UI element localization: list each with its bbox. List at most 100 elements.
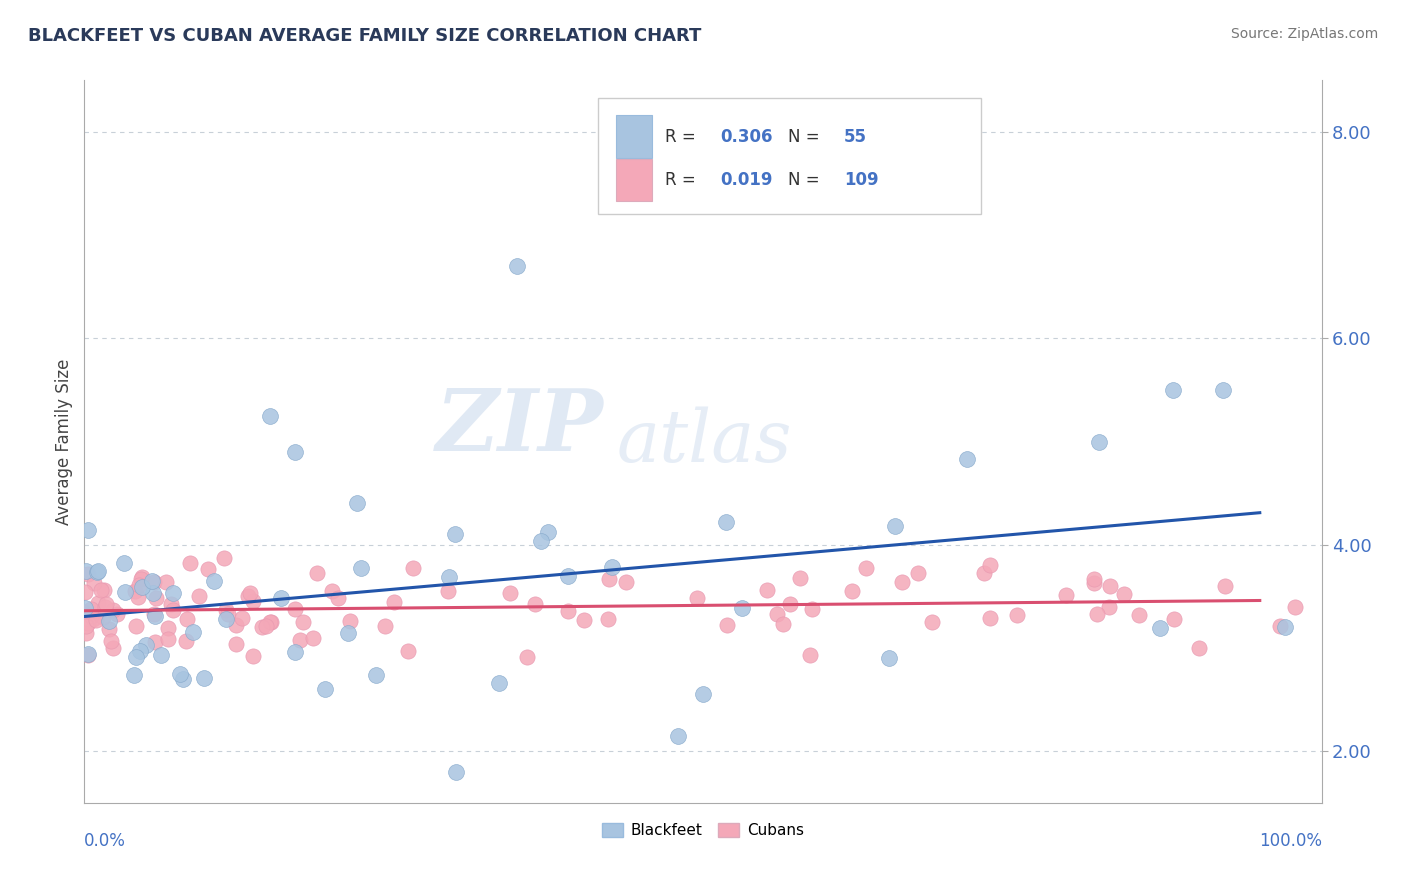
- Point: [557, 569, 579, 583]
- Text: R =: R =: [665, 171, 700, 189]
- Point: [131, 569, 153, 583]
- Point: [77, 648, 100, 662]
- Point: [890, 575, 912, 590]
- Point: [600, 560, 623, 574]
- Point: [239, 586, 262, 600]
- Point: [598, 612, 620, 626]
- Point: [162, 603, 184, 617]
- Point: [127, 590, 149, 604]
- Point: [77, 524, 100, 538]
- Point: [96, 597, 118, 611]
- Point: [143, 634, 166, 648]
- Point: [236, 589, 259, 603]
- Point: [142, 586, 165, 600]
- Point: [855, 561, 877, 575]
- Point: [779, 597, 801, 611]
- Point: [284, 645, 307, 659]
- Text: 0.0%: 0.0%: [84, 831, 127, 850]
- Point: [128, 578, 150, 592]
- Point: [125, 650, 148, 665]
- Point: [75, 565, 97, 579]
- Point: [921, 615, 943, 630]
- Point: [1163, 612, 1185, 626]
- Point: [288, 633, 311, 648]
- Point: [197, 562, 219, 576]
- Point: [574, 613, 596, 627]
- Point: [97, 622, 120, 636]
- Point: [217, 607, 239, 621]
- Point: [1268, 619, 1291, 633]
- Point: [1083, 576, 1105, 591]
- Point: [321, 583, 343, 598]
- Text: N =: N =: [789, 128, 825, 145]
- Point: [301, 631, 323, 645]
- Point: [84, 613, 107, 627]
- Point: [1274, 620, 1296, 634]
- Point: [314, 681, 336, 696]
- Text: 0.306: 0.306: [720, 128, 773, 145]
- Point: [101, 641, 124, 656]
- Point: [101, 603, 124, 617]
- Point: [1161, 383, 1184, 397]
- Point: [174, 634, 197, 648]
- Point: [956, 452, 979, 467]
- Point: [242, 649, 264, 664]
- Point: [160, 597, 183, 611]
- Legend: Blackfeet, Cubans: Blackfeet, Cubans: [595, 815, 811, 846]
- Point: [614, 575, 637, 590]
- Point: [686, 591, 709, 606]
- Point: [145, 591, 167, 606]
- Point: [202, 574, 225, 588]
- Point: [731, 601, 754, 615]
- Point: [80, 609, 103, 624]
- Point: [498, 585, 520, 599]
- Point: [181, 624, 204, 639]
- Point: [215, 612, 238, 626]
- Point: [1212, 383, 1234, 397]
- Point: [789, 571, 811, 585]
- Point: [82, 612, 104, 626]
- Point: [396, 644, 419, 658]
- Point: [349, 561, 371, 575]
- Text: Source: ZipAtlas.com: Source: ZipAtlas.com: [1230, 27, 1378, 41]
- Text: ZIP: ZIP: [436, 385, 605, 469]
- Point: [124, 584, 146, 599]
- Point: [877, 651, 900, 665]
- Point: [755, 582, 778, 597]
- Point: [242, 594, 264, 608]
- Point: [1213, 578, 1236, 592]
- Point: [1188, 640, 1211, 655]
- Point: [506, 259, 529, 273]
- Point: [214, 603, 236, 617]
- Point: [1083, 572, 1105, 586]
- Point: [328, 591, 350, 606]
- Point: [187, 589, 209, 603]
- Point: [270, 591, 292, 605]
- Point: [666, 729, 689, 743]
- Point: [155, 575, 177, 590]
- Point: [1099, 579, 1122, 593]
- Point: [143, 609, 166, 624]
- Point: [75, 626, 97, 640]
- Text: 100.0%: 100.0%: [1258, 831, 1322, 850]
- Point: [1112, 586, 1135, 600]
- Point: [259, 615, 281, 629]
- Point: [122, 668, 145, 682]
- Point: [1054, 588, 1077, 602]
- Point: [973, 566, 995, 580]
- Point: [516, 650, 538, 665]
- Point: [254, 619, 277, 633]
- Point: [73, 605, 96, 619]
- Text: 55: 55: [844, 128, 868, 145]
- Point: [93, 583, 115, 598]
- Point: [382, 595, 405, 609]
- Point: [105, 607, 128, 621]
- Point: [1005, 607, 1028, 622]
- Point: [260, 615, 283, 629]
- Text: R =: R =: [665, 128, 700, 145]
- Point: [73, 601, 96, 615]
- Point: [149, 648, 172, 662]
- Point: [225, 618, 247, 632]
- Point: [176, 612, 198, 626]
- Point: [142, 574, 165, 589]
